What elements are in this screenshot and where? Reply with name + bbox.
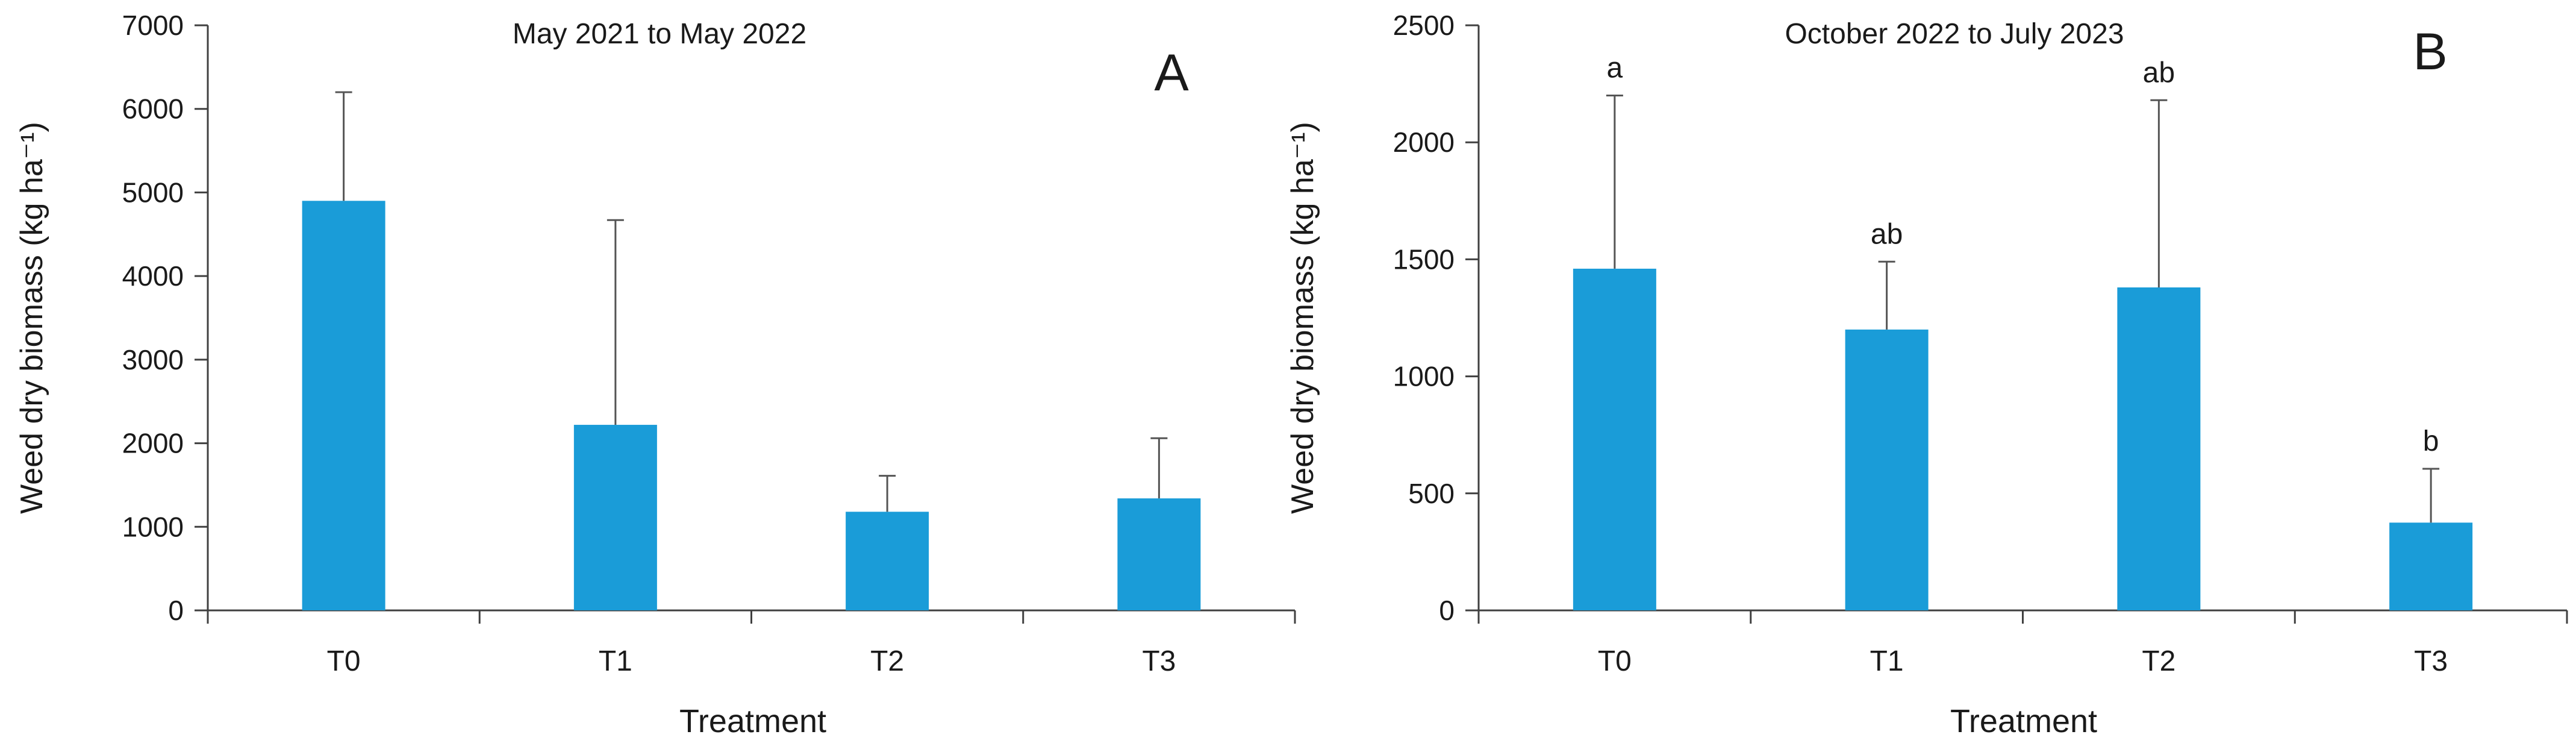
- y-tick-label: 1000: [1393, 361, 1455, 392]
- y-tick-label: 7000: [122, 10, 184, 41]
- x-tick-label-t0: T0: [327, 645, 361, 677]
- panel-label: A: [1154, 44, 1189, 102]
- x-tick-label-t3: T3: [1142, 645, 1176, 677]
- bar-t1: [1845, 329, 1929, 610]
- y-tick-label: 500: [1408, 478, 1455, 509]
- chart-title: October 2022 to July 2023: [1785, 18, 2124, 50]
- y-tick-label: 1500: [1393, 243, 1455, 275]
- y-tick-label: 1000: [122, 511, 184, 542]
- y-tick-label: 3000: [122, 344, 184, 375]
- y-tick-label: 0: [168, 595, 184, 626]
- panel-b: 0 500 1000 1500 2000 2500 a T0 ab T1 ab T2 b T3 Octobe…: [1285, 10, 2568, 739]
- y-tick-label: 6000: [122, 93, 184, 125]
- x-axis-label: Treatment: [679, 703, 826, 739]
- significance-letter-t2: ab: [2143, 57, 2175, 89]
- x-tick-label-t2: T2: [870, 645, 904, 677]
- bar-t2: [846, 512, 929, 610]
- significance-letter-t3: b: [2423, 425, 2439, 457]
- x-tick-label-t1: T1: [1870, 645, 1904, 677]
- significance-letter-t1: ab: [1871, 218, 1903, 250]
- bar-t2: [2117, 287, 2201, 610]
- bar-t0: [302, 201, 385, 610]
- chart-title: May 2021 to May 2022: [513, 18, 806, 50]
- panel-a: 0 1000 2000 3000 4000 5000 6000 7000 T0 T1 T2 T3 May…: [14, 10, 1296, 739]
- x-tick-label-t2: T2: [2142, 645, 2175, 677]
- x-tick-label-t0: T0: [1598, 645, 1632, 677]
- bar-t1: [573, 425, 657, 610]
- x-axis-label: Treatment: [1950, 703, 2097, 739]
- x-tick-label-t3: T3: [2414, 645, 2448, 677]
- bar-t3: [1117, 498, 1201, 610]
- y-tick-label: 2000: [122, 428, 184, 459]
- bar-t3: [2389, 522, 2473, 610]
- y-tick-label: 0: [1439, 595, 1455, 626]
- panel-label: B: [2413, 23, 2447, 81]
- y-tick-label: 4000: [122, 260, 184, 292]
- y-tick-label: 5000: [122, 177, 184, 208]
- y-tick-label: 2000: [1393, 127, 1455, 158]
- bar-t0: [1573, 268, 1656, 610]
- y-axis-label: Weed dry biomass (kg ha⁻¹): [1285, 122, 1320, 514]
- x-tick-label-t1: T1: [599, 645, 632, 677]
- y-tick-label: 2500: [1393, 10, 1455, 41]
- significance-letter-t0: a: [1607, 52, 1623, 84]
- y-axis-label: Weed dry biomass (kg ha⁻¹): [14, 122, 49, 514]
